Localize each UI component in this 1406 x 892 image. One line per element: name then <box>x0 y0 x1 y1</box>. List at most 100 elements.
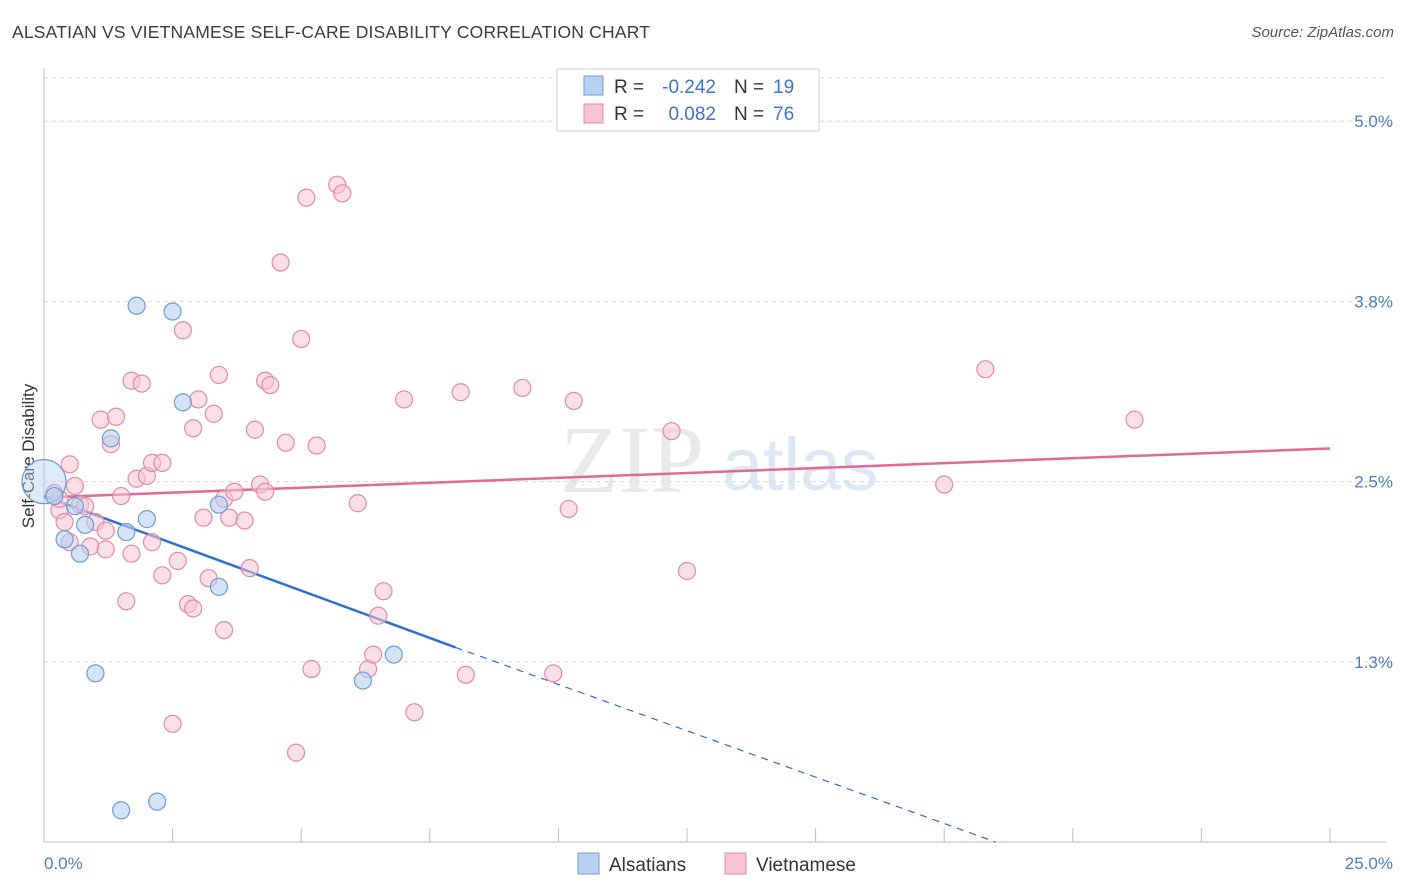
alsatian-point <box>384 645 403 664</box>
vietnamese-point <box>112 486 131 506</box>
vietnamese-point <box>348 494 367 513</box>
vietnamese-point <box>240 559 259 578</box>
alsatian-point <box>101 429 120 448</box>
vietnamese-point <box>564 391 583 410</box>
vietnamese-point <box>184 599 203 618</box>
y-tick-label: 5.0% <box>1354 112 1393 131</box>
watermark-zip: ZIP <box>560 406 704 513</box>
alsatian-point <box>209 495 228 514</box>
vietnamese-point <box>132 374 151 393</box>
vietnamese-point <box>271 253 290 272</box>
vietnamese-point <box>369 606 388 625</box>
series-legend: Alsatians Vietnamese <box>577 852 856 876</box>
alsatian-point <box>127 296 146 315</box>
legend-n-label-2: N = <box>734 104 764 125</box>
vietnamese-point <box>55 512 74 532</box>
bottom-legend-swatch-vietnamese <box>724 852 747 875</box>
vietnamese-point <box>1125 410 1144 429</box>
vietnamese-point <box>662 422 681 441</box>
watermark: ZIP atlas <box>560 406 878 513</box>
vietnamese-point <box>451 383 470 402</box>
alsatian-point <box>45 486 64 506</box>
y-axis-title: Self-Care Disability <box>19 383 38 528</box>
vietnamese-point <box>286 743 306 762</box>
vietnamese-point <box>142 533 162 552</box>
alsatian-point <box>353 671 373 690</box>
legend-r-value-2: 0.082 <box>668 104 716 125</box>
vietnamese-point <box>65 476 84 496</box>
chart-title: ALSATIAN VS VIETNAMESE SELF-CARE DISABIL… <box>12 22 651 42</box>
vietnamese-point <box>122 544 141 563</box>
vietnamese-point <box>96 540 115 559</box>
vietnamese-point <box>245 420 265 439</box>
vietnamese-point <box>60 455 79 474</box>
y-tick-label: 2.5% <box>1354 473 1393 492</box>
vietnamese-point <box>374 582 393 601</box>
vietnamese-point <box>297 188 316 207</box>
legend-r-value-1: -0.242 <box>662 77 716 98</box>
vietnamese-point <box>173 321 192 340</box>
vietnamese-point <box>225 482 244 501</box>
alsatian-point <box>70 544 90 563</box>
vietnamese-point <box>292 329 311 349</box>
vietnamese-point <box>194 508 213 527</box>
vietnamese-point <box>394 390 414 409</box>
vietnamese-point <box>214 620 234 640</box>
vietnamese-point <box>976 360 995 379</box>
alsatian-point <box>112 801 131 820</box>
vietnamese-point <box>276 433 295 452</box>
legend-n-value-2: 76 <box>773 104 794 125</box>
vietnamese-point <box>117 592 136 611</box>
vietnamese-point <box>456 665 475 684</box>
alsatian-point <box>163 302 182 321</box>
axes <box>43 68 1386 843</box>
vietnamese-point <box>513 378 532 398</box>
alsatian-point <box>55 530 74 549</box>
vietnamese-point <box>189 390 208 409</box>
bottom-legend-swatch-alsatians <box>577 852 600 875</box>
vietnamese-point <box>677 561 697 581</box>
vietnamese-point <box>163 714 182 733</box>
stats-legend: R = -0.242 N = 19 R = 0.082 N = 76 <box>556 68 820 132</box>
vietnamese-point <box>544 664 563 683</box>
alsatian-point <box>86 664 105 683</box>
x-tick-label: 25.0% <box>1345 854 1393 873</box>
bottom-legend-label-vietnamese: Vietnamese <box>756 855 856 876</box>
source-label: Source: ZipAtlas.com <box>1251 24 1394 41</box>
vietnamese-point <box>935 475 954 494</box>
vietnamese-point <box>184 419 203 438</box>
vietnamese-point <box>364 645 383 664</box>
alsatian-point <box>117 522 136 542</box>
vietnamese-point <box>106 407 126 426</box>
vietnamese-point <box>302 659 321 679</box>
alsatians-trend-extension <box>455 646 996 843</box>
watermark-atlas: atlas <box>722 423 878 506</box>
vietnamese-point <box>168 551 187 571</box>
vietnamese-point <box>235 511 254 530</box>
alsatian-point <box>65 497 84 516</box>
legend-swatch-vietnamese <box>583 103 604 124</box>
vietnamese-point <box>91 410 110 429</box>
x-tick-label: 0.0% <box>44 854 83 873</box>
alsatian-point <box>173 393 192 412</box>
y-tick-label: 1.3% <box>1354 653 1393 672</box>
data-points <box>21 175 1144 820</box>
vietnamese-point <box>153 453 172 472</box>
y-tick-labels: 1.3% 2.5% 3.8% 5.0% <box>1354 112 1393 672</box>
legend-r-label-1: R = <box>614 77 644 98</box>
vietnamese-point <box>209 365 228 385</box>
alsatian-point <box>209 577 228 596</box>
vietnamese-point <box>261 375 280 395</box>
vietnamese-point <box>559 499 578 519</box>
vietnamese-point <box>96 521 115 540</box>
vietnamese-point <box>333 184 352 203</box>
vietnamese-point <box>256 482 275 501</box>
vietnamese-point <box>307 436 326 455</box>
vietnamese-point <box>153 566 172 585</box>
legend-r-label-2: R = <box>614 104 644 125</box>
vietnamese-point <box>405 703 424 722</box>
alsatian-point <box>76 515 95 534</box>
legend-n-label-1: N = <box>734 77 764 98</box>
y-tick-label: 3.8% <box>1354 292 1393 311</box>
